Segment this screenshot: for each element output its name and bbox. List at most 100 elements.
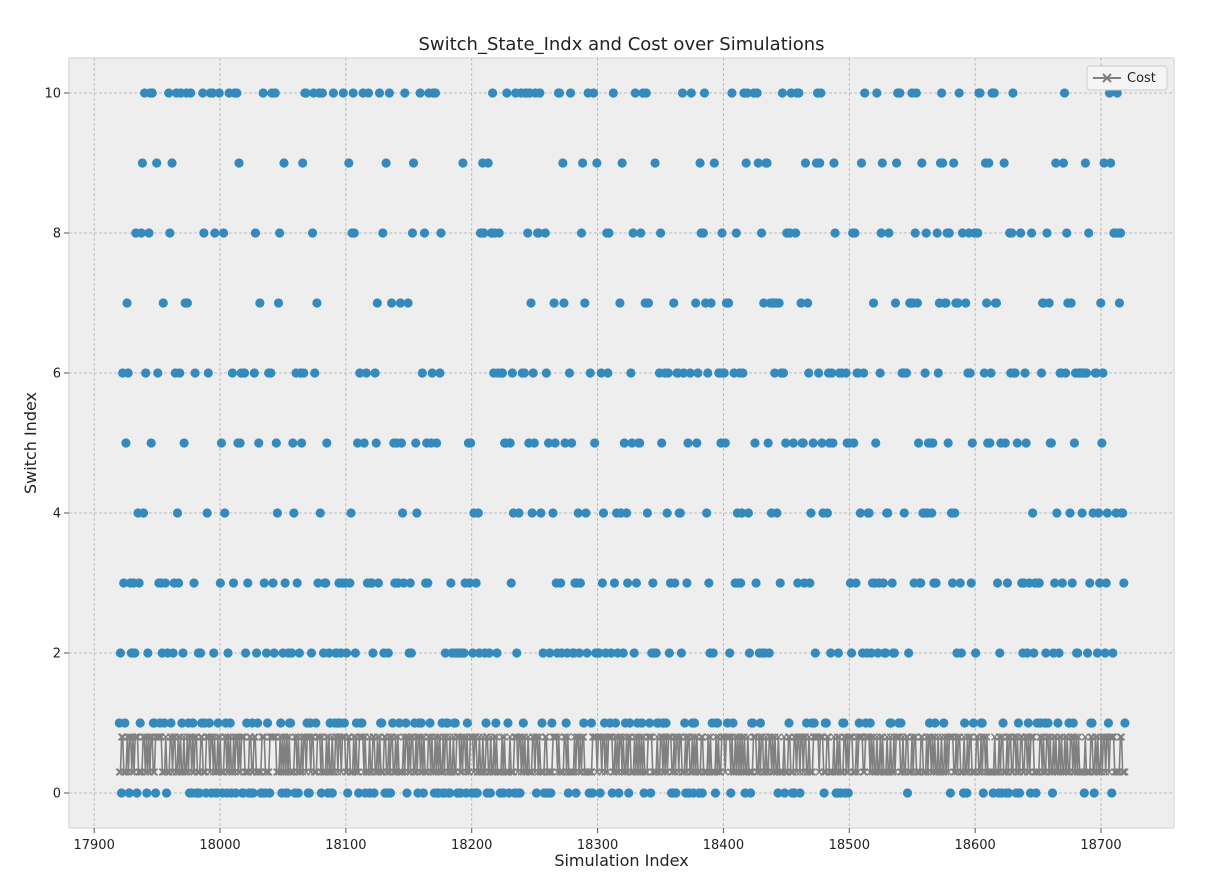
cost-marker <box>433 733 442 741</box>
cost-marker <box>1083 768 1092 776</box>
switch-point <box>1043 718 1053 728</box>
cost-marker <box>224 733 232 741</box>
switch-point <box>901 368 912 378</box>
cost-marker <box>464 768 472 776</box>
switch-point <box>231 788 241 798</box>
cost-marker <box>131 733 139 741</box>
cost-marker <box>907 768 915 776</box>
legend-label-cost: Cost <box>1127 71 1156 86</box>
switch-point <box>1098 368 1108 378</box>
cost-marker <box>250 733 258 741</box>
switch-point <box>849 438 859 448</box>
switch-point <box>780 788 790 798</box>
switch-point <box>663 368 673 378</box>
cost-marker <box>680 768 689 776</box>
switch-point <box>745 788 756 798</box>
cost-marker <box>269 733 278 741</box>
switch-point <box>123 368 133 378</box>
switch-point <box>876 228 886 238</box>
switch-point <box>313 578 323 588</box>
switch-point <box>262 718 273 728</box>
cost-marker <box>876 733 885 741</box>
switch-point <box>1058 158 1069 168</box>
cost-marker <box>579 733 588 741</box>
switch-point <box>864 508 874 518</box>
switch-point <box>545 648 555 658</box>
switch-point <box>641 88 651 98</box>
switch-point <box>416 718 426 728</box>
switch-point <box>547 718 557 728</box>
cost-marker <box>538 768 546 776</box>
switch-point <box>182 298 192 308</box>
cost-marker <box>122 768 130 776</box>
switch-point <box>695 158 705 168</box>
switch-point <box>803 298 813 308</box>
switch-point <box>875 368 885 378</box>
cost-marker <box>542 733 550 741</box>
switch-point <box>625 718 635 728</box>
switch-point <box>1014 788 1025 798</box>
switch-point <box>292 578 302 588</box>
switch-point <box>850 228 860 238</box>
switch-point <box>614 788 624 798</box>
cost-marker <box>270 733 279 741</box>
cost-marker <box>749 733 758 741</box>
cost-marker <box>461 733 469 741</box>
switch-point <box>446 578 456 588</box>
switch-point <box>703 368 713 378</box>
cost-marker <box>251 733 259 741</box>
cost-marker <box>417 733 426 741</box>
switch-point <box>643 298 654 308</box>
switch-point <box>884 228 894 238</box>
switch-point <box>878 578 889 588</box>
switch-point <box>618 648 628 658</box>
switch-point <box>598 508 609 518</box>
switch-point <box>626 368 636 378</box>
switch-point <box>1093 508 1104 518</box>
switch-point <box>1089 788 1099 798</box>
switch-point <box>1092 648 1103 658</box>
switch-point <box>709 158 719 168</box>
switch-point <box>657 438 667 448</box>
switch-point <box>427 368 437 378</box>
switch-point <box>1010 368 1020 378</box>
switch-point <box>1069 438 1080 448</box>
switch-point <box>287 648 297 658</box>
cost-marker <box>132 733 141 741</box>
switch-point <box>505 438 515 448</box>
switch-point <box>1061 368 1071 378</box>
switch-point <box>235 438 245 448</box>
switch-point <box>484 648 494 658</box>
switch-point <box>423 578 433 588</box>
switch-point <box>571 788 581 798</box>
cost-marker <box>265 768 273 776</box>
switch-point <box>794 88 804 98</box>
switch-point <box>253 718 263 728</box>
chart-title: Switch_State_Indx and Cost over Simulati… <box>418 34 824 55</box>
cost-marker <box>1044 733 1052 741</box>
switch-point <box>953 298 963 308</box>
switch-point <box>1112 88 1122 98</box>
switch-point <box>1100 648 1110 658</box>
cost-marker <box>617 733 625 741</box>
y-tick-label: 10 <box>44 87 61 102</box>
switch-point <box>881 648 891 658</box>
switch-point <box>631 578 642 588</box>
switch-point <box>639 788 649 798</box>
switch-point <box>1057 578 1067 588</box>
switch-point <box>167 158 177 168</box>
cost-marker <box>664 733 673 741</box>
switch-point <box>670 578 680 588</box>
switch-point <box>137 158 147 168</box>
switch-point <box>419 228 430 238</box>
switch-point <box>916 578 926 588</box>
switch-point <box>968 718 979 728</box>
switch-point <box>713 718 723 728</box>
cost-marker <box>199 768 207 776</box>
switch-point <box>166 718 176 728</box>
switch-point <box>575 578 586 588</box>
switch-point <box>536 508 546 518</box>
switch-point <box>116 788 127 798</box>
cost-marker <box>917 733 925 741</box>
cost-marker <box>1074 733 1083 741</box>
